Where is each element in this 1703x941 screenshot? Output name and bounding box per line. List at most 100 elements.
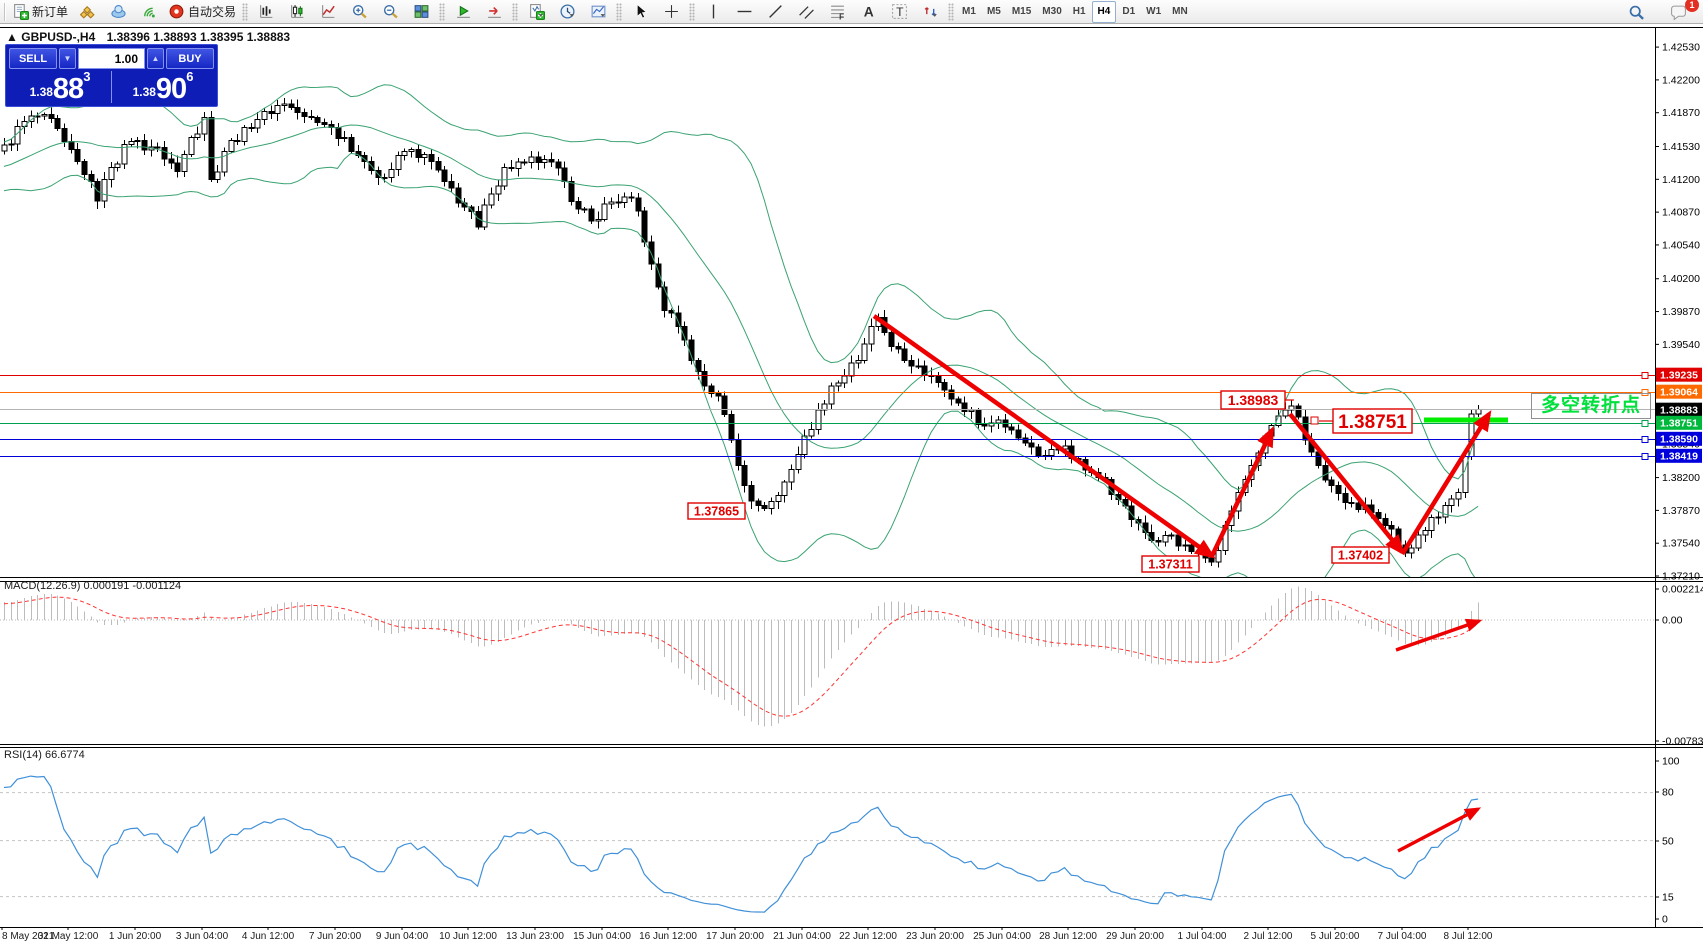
- svg-text:21 Jun 04:00: 21 Jun 04:00: [773, 931, 831, 941]
- svg-text:1.42200: 1.42200: [1662, 74, 1700, 86]
- templates-icon: [591, 5, 605, 18]
- auto-scroll-icon: [456, 5, 470, 18]
- community-button[interactable]: [103, 1, 133, 23]
- indicators-button[interactable]: [521, 1, 551, 23]
- svg-text:100: 100: [1662, 756, 1680, 768]
- toolbar-grip: [948, 2, 955, 21]
- svg-text:80: 80: [1662, 787, 1674, 799]
- svg-text:1.38751: 1.38751: [1660, 418, 1698, 430]
- zoom-out-button[interactable]: [375, 1, 405, 23]
- price-callouts[interactable]: 1.38983 1.38751 1.37865 1.37311 1.37402: [687, 390, 1413, 573]
- svg-text:1.41870: 1.41870: [1662, 107, 1700, 119]
- bar-chart-button[interactable]: [251, 1, 281, 23]
- timeframe-d1-button[interactable]: D1: [1122, 5, 1136, 17]
- new-order-button[interactable]: 新订单: [9, 1, 71, 23]
- svg-text:3 Jun 04:00: 3 Jun 04:00: [176, 931, 229, 941]
- auto-trading-label: 自动交易: [188, 5, 237, 19]
- timeframe-h1-button[interactable]: H1: [1072, 5, 1086, 17]
- toolbar-right-group: 1: [1621, 0, 1699, 23]
- volume-increase-button[interactable]: ▲: [147, 48, 164, 69]
- svg-text:0.002214: 0.002214: [1662, 584, 1703, 596]
- equidistant-channel-button[interactable]: [791, 1, 821, 23]
- timeframe-m15-button[interactable]: M15: [1011, 5, 1032, 17]
- timeframe-h4-button[interactable]: H4: [1091, 0, 1117, 23]
- line-chart-icon: [321, 5, 335, 18]
- volume-input[interactable]: [78, 48, 145, 69]
- svg-text:1.38200: 1.38200: [1662, 472, 1700, 484]
- svg-text:1.40540: 1.40540: [1662, 239, 1700, 251]
- toolbar-grip: [242, 2, 249, 21]
- line-chart-button[interactable]: [313, 1, 343, 23]
- crosshair-icon: [664, 5, 678, 18]
- auto-scroll-button[interactable]: [448, 1, 478, 23]
- chart-shift-icon: [487, 7, 501, 18]
- text-label-icon: T: [891, 4, 907, 19]
- signals-button[interactable]: [134, 1, 164, 23]
- candlestick-chart-icon: [290, 5, 303, 18]
- horizontal-line-button[interactable]: [729, 1, 759, 23]
- arrows-button[interactable]: [915, 1, 945, 23]
- svg-text:8 Jul 12:00: 8 Jul 12:00: [1444, 931, 1493, 941]
- collapse-icon[interactable]: ▲: [6, 30, 18, 44]
- buy-button[interactable]: BUY: [166, 48, 214, 69]
- price-level-badges: 1.39235 1.39064 1.38883 1.38751 1.38590 1.384…: [1656, 367, 1702, 463]
- svg-text:15: 15: [1662, 892, 1674, 904]
- pane-borders: [0, 27, 1703, 928]
- timeframe-mn-button[interactable]: MN: [1172, 5, 1188, 17]
- text-label-button[interactable]: T: [884, 1, 914, 23]
- svg-text:1.37402: 1.37402: [1338, 549, 1383, 563]
- turning-point-note[interactable]: 多空转折点: [1531, 393, 1651, 419]
- timeframe-w1-button[interactable]: W1: [1146, 5, 1162, 17]
- templates-button[interactable]: [583, 1, 613, 23]
- trendline-button[interactable]: [760, 1, 790, 23]
- buy-price-sup: 6: [186, 69, 194, 84]
- svg-text:1.38883: 1.38883: [1660, 404, 1698, 416]
- auto-trading-button[interactable]: 自动交易: [165, 1, 239, 23]
- toolbar: 新订单 自动交易 F A T M1 M5 M15 M30 H1 H4 D1 W1 MN 1: [0, 0, 1703, 24]
- sell-button[interactable]: SELL: [9, 48, 57, 69]
- svg-text:0: 0: [1662, 914, 1668, 926]
- search-button[interactable]: [1621, 1, 1651, 23]
- buy-price[interactable]: 1.38 90 6: [112, 69, 214, 104]
- market-depth-button[interactable]: [72, 1, 102, 23]
- tile-windows-button[interactable]: [406, 1, 436, 23]
- signals-icon: [143, 7, 155, 18]
- notifications-button[interactable]: 1: [1663, 0, 1699, 23]
- candlestick-chart-button[interactable]: [282, 1, 312, 23]
- timeframe-m30-button[interactable]: M30: [1042, 5, 1062, 17]
- chart-title: ▲ GBPUSD-,H4 1.38396 1.38893 1.38395 1.3…: [6, 30, 290, 44]
- macd-label: MACD(12.26.9) 0.000191 -0.001124: [4, 580, 182, 592]
- svg-text:16 Jun 12:00: 16 Jun 12:00: [639, 931, 697, 941]
- volume-decrease-button[interactable]: ▼: [59, 48, 76, 69]
- arrows-icon: [924, 7, 937, 17]
- fibonacci-button[interactable]: F: [822, 1, 852, 23]
- symbol-period-label: GBPUSD-,H4: [21, 30, 96, 44]
- svg-text:1.40200: 1.40200: [1662, 273, 1700, 285]
- cursor-button[interactable]: [625, 1, 655, 23]
- svg-text:31 May 12:00: 31 May 12:00: [38, 931, 99, 941]
- text-button[interactable]: A: [853, 1, 883, 23]
- chart-shift-button[interactable]: [479, 1, 509, 23]
- zoom-in-button[interactable]: [344, 1, 374, 23]
- crosshair-button[interactable]: [656, 1, 686, 23]
- cursor-icon: [636, 3, 647, 19]
- timeframe-m1-button[interactable]: M1: [962, 5, 976, 17]
- trend-arrows[interactable]: [872, 314, 1492, 853]
- sell-price[interactable]: 1.38 88 3: [9, 69, 112, 104]
- timeframe-m5-button[interactable]: M5: [986, 5, 1001, 17]
- price-axis: 1.42530 1.42200 1.41870 1.41530 1.41200 1.408…: [1655, 42, 1703, 926]
- periods-button[interactable]: [552, 1, 582, 23]
- svg-text:8 May 2021: 8 May 2021: [2, 931, 55, 941]
- auto-trading-icon: [169, 4, 184, 19]
- fibonacci-icon: F: [830, 5, 844, 20]
- trendline-icon: [768, 5, 782, 18]
- svg-text:1.38419: 1.38419: [1660, 451, 1698, 463]
- vertical-line-button[interactable]: [698, 1, 728, 23]
- svg-text:1.42530: 1.42530: [1662, 42, 1700, 54]
- svg-text:1.39064: 1.39064: [1660, 386, 1698, 398]
- new-order-label: 新订单: [32, 5, 69, 19]
- svg-text:23 Jun 20:00: 23 Jun 20:00: [906, 931, 964, 941]
- svg-text:15 Jun 04:00: 15 Jun 04:00: [573, 931, 631, 941]
